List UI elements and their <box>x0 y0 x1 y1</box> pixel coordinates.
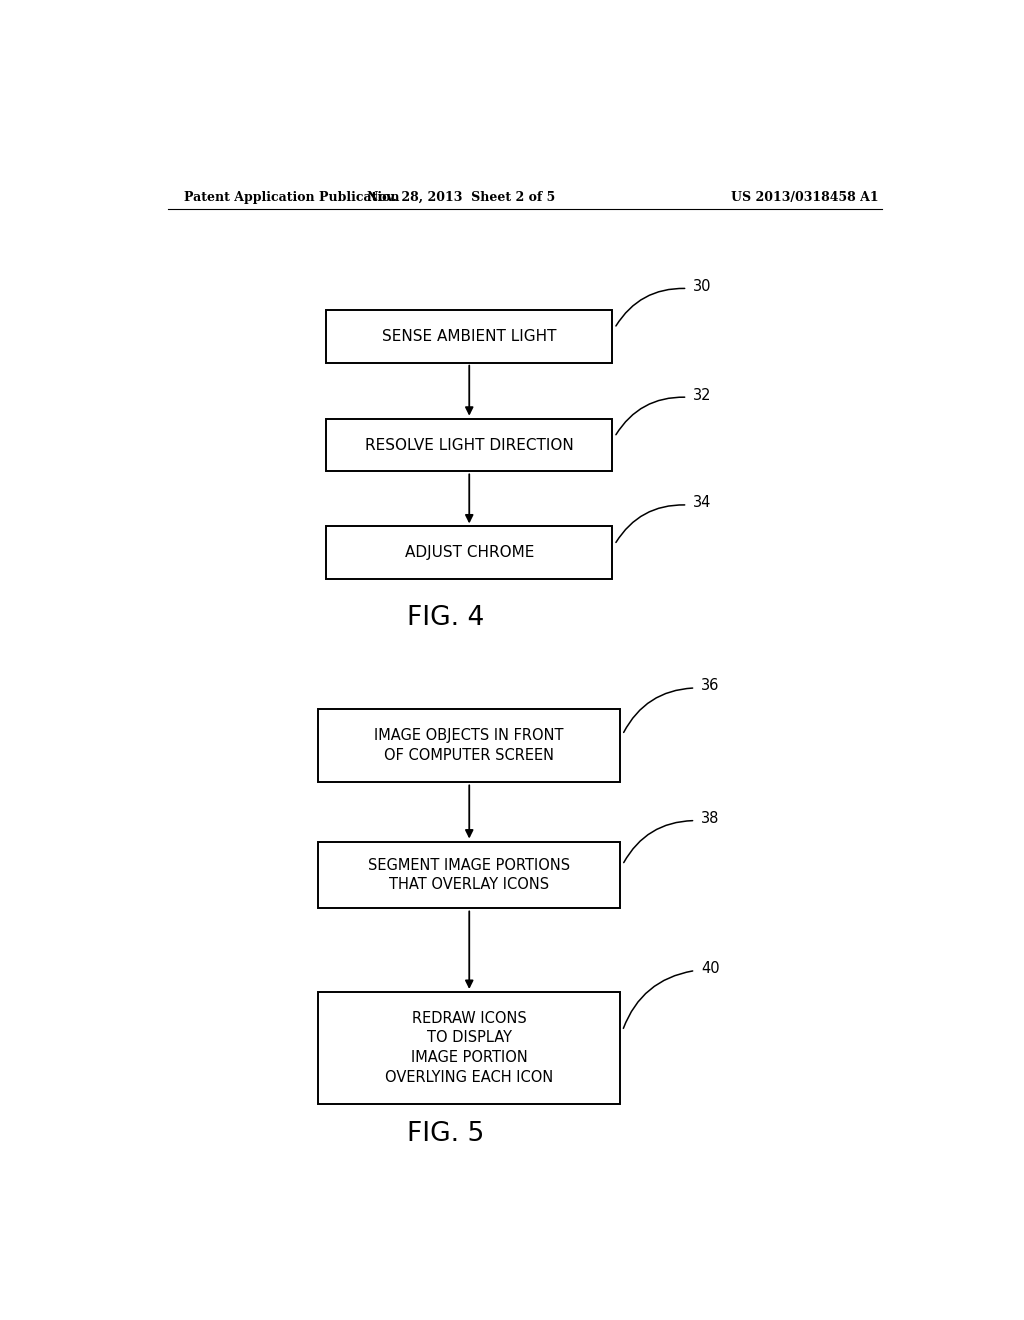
Bar <box>327 418 612 471</box>
Text: 34: 34 <box>693 495 712 511</box>
Bar <box>327 527 612 579</box>
Text: Patent Application Publication: Patent Application Publication <box>183 190 399 203</box>
Text: 40: 40 <box>701 961 720 975</box>
Text: IMAGE OBJECTS IN FRONT
OF COMPUTER SCREEN: IMAGE OBJECTS IN FRONT OF COMPUTER SCREE… <box>375 729 564 763</box>
Bar <box>327 310 612 363</box>
Text: US 2013/0318458 A1: US 2013/0318458 A1 <box>731 190 879 203</box>
Text: 38: 38 <box>701 810 719 826</box>
Text: REDRAW ICONS
TO DISPLAY
IMAGE PORTION
OVERLYING EACH ICON: REDRAW ICONS TO DISPLAY IMAGE PORTION OV… <box>385 1011 553 1085</box>
Text: FIG. 5: FIG. 5 <box>407 1121 484 1147</box>
Text: 32: 32 <box>693 388 712 403</box>
Text: Nov. 28, 2013  Sheet 2 of 5: Nov. 28, 2013 Sheet 2 of 5 <box>368 190 555 203</box>
Text: 36: 36 <box>701 678 719 693</box>
Text: ADJUST CHROME: ADJUST CHROME <box>404 545 534 560</box>
Bar <box>318 991 621 1104</box>
Text: 30: 30 <box>693 279 712 294</box>
Text: SEGMENT IMAGE PORTIONS
THAT OVERLAY ICONS: SEGMENT IMAGE PORTIONS THAT OVERLAY ICON… <box>369 858 570 892</box>
Text: RESOLVE LIGHT DIRECTION: RESOLVE LIGHT DIRECTION <box>365 437 573 453</box>
Text: FIG. 4: FIG. 4 <box>407 605 484 631</box>
Bar <box>318 709 621 783</box>
Bar <box>318 842 621 908</box>
Text: SENSE AMBIENT LIGHT: SENSE AMBIENT LIGHT <box>382 329 556 343</box>
